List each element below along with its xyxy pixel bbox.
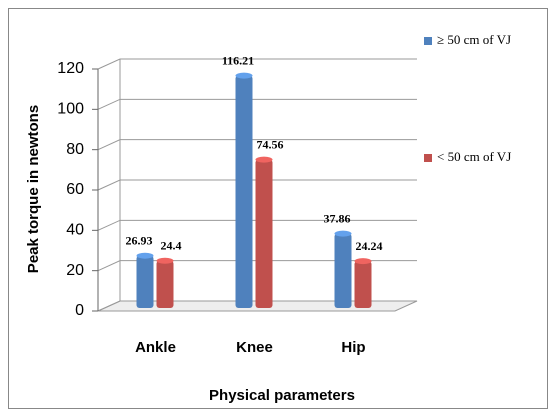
data-label: 116.21 xyxy=(222,53,254,67)
y-tick-label: 60 xyxy=(66,181,84,198)
data-label: 24.24 xyxy=(356,239,383,253)
y-tick-label: 80 xyxy=(66,141,84,158)
x-tick-label: Ankle xyxy=(135,339,176,356)
grid-line xyxy=(97,139,417,151)
y-tick-label: 20 xyxy=(66,262,84,279)
bar xyxy=(334,230,352,308)
bar xyxy=(255,156,273,308)
data-label: 74.56 xyxy=(257,137,284,151)
data-label: 37.86 xyxy=(324,211,351,225)
grid-line xyxy=(97,219,417,231)
grid-line xyxy=(97,179,417,191)
y-tick-label: 120 xyxy=(57,60,84,77)
grid-line xyxy=(97,98,417,110)
data-label: 24.4 xyxy=(161,239,182,253)
bar xyxy=(235,72,253,309)
data-label: 26.93 xyxy=(126,233,153,247)
y-tick-label: 100 xyxy=(57,101,84,118)
x-tick-label: Knee xyxy=(236,339,273,356)
y-tick-label: 0 xyxy=(75,302,84,319)
bar xyxy=(156,257,174,308)
legend-label: < 50 cm of VJ xyxy=(437,149,511,164)
x-tick-label: Hip xyxy=(341,339,365,356)
grid-line xyxy=(97,300,417,312)
x-axis-label: Physical parameters xyxy=(209,387,355,404)
y-axis-label: Peak torque in newtons xyxy=(25,105,42,273)
grid-line xyxy=(97,58,417,70)
bar xyxy=(136,252,154,308)
legend-swatch xyxy=(424,154,432,162)
bar xyxy=(354,258,372,308)
y-tick-label: 40 xyxy=(66,222,84,239)
legend-label: ≥ 50 cm of VJ xyxy=(437,32,511,47)
grid-line xyxy=(97,260,417,272)
chart-border xyxy=(8,8,548,409)
legend-swatch xyxy=(424,37,432,45)
